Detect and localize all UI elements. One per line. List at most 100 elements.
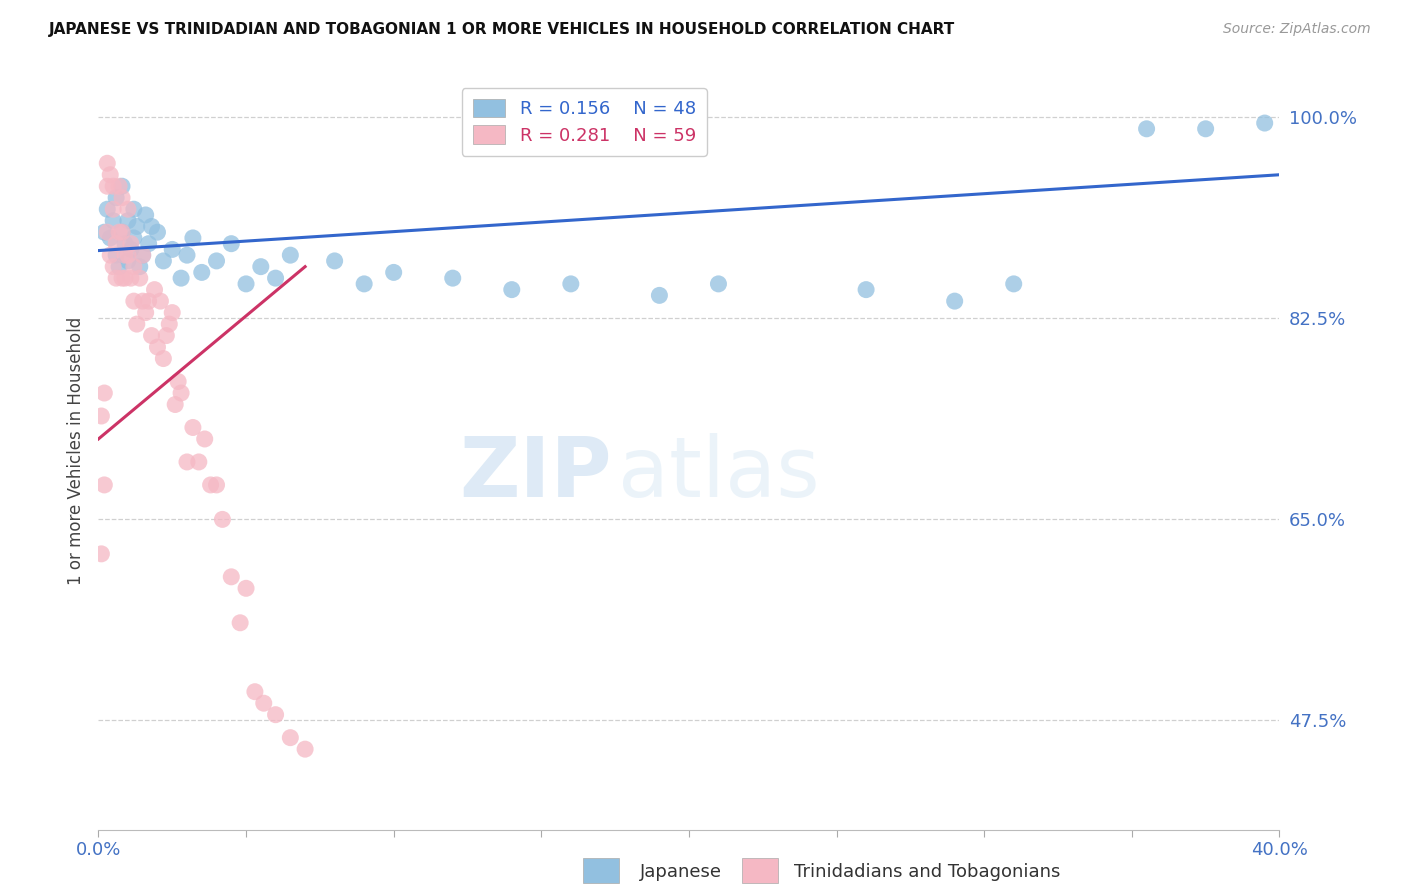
Point bbox=[221, 570, 243, 584]
Text: Trinidadians and Tobagonians: Trinidadians and Tobagonians bbox=[794, 863, 1060, 881]
Point bbox=[96, 156, 118, 170]
Point bbox=[149, 294, 172, 309]
Point bbox=[111, 179, 134, 194]
Point bbox=[122, 202, 145, 217]
Point bbox=[103, 202, 125, 217]
Point bbox=[111, 225, 134, 239]
Text: atlas: atlas bbox=[619, 433, 820, 514]
Point bbox=[108, 179, 131, 194]
Text: Source: ZipAtlas.com: Source: ZipAtlas.com bbox=[1223, 22, 1371, 37]
Legend: R = 0.156    N = 48, R = 0.281    N = 59: R = 0.156 N = 48, R = 0.281 N = 59 bbox=[461, 88, 707, 155]
Point bbox=[353, 277, 375, 291]
Point bbox=[132, 294, 155, 309]
Point bbox=[441, 271, 464, 285]
Point bbox=[117, 254, 139, 268]
Point bbox=[280, 731, 302, 745]
Point bbox=[105, 248, 128, 262]
Point bbox=[108, 225, 131, 239]
Point bbox=[211, 512, 233, 526]
Point bbox=[117, 248, 139, 262]
Point bbox=[146, 225, 169, 239]
Point bbox=[235, 582, 257, 596]
Point bbox=[648, 288, 671, 302]
Point bbox=[128, 271, 150, 285]
Point bbox=[120, 271, 142, 285]
Point bbox=[205, 254, 228, 268]
Point bbox=[194, 432, 217, 446]
Point bbox=[122, 231, 145, 245]
Point bbox=[120, 236, 142, 251]
Point bbox=[90, 409, 112, 423]
Point bbox=[229, 615, 252, 630]
Point bbox=[176, 455, 198, 469]
Point bbox=[93, 386, 115, 401]
Point bbox=[191, 265, 214, 279]
Point bbox=[152, 351, 174, 366]
Point bbox=[264, 271, 287, 285]
Point bbox=[103, 213, 125, 227]
Point bbox=[114, 271, 136, 285]
Point bbox=[141, 328, 163, 343]
Point bbox=[120, 243, 142, 257]
Point bbox=[162, 243, 183, 257]
Point bbox=[98, 248, 121, 262]
Point bbox=[103, 260, 125, 274]
Point bbox=[264, 707, 287, 722]
Point bbox=[280, 248, 302, 262]
Point bbox=[943, 294, 966, 309]
Point bbox=[96, 225, 118, 239]
Point bbox=[162, 305, 183, 319]
Point bbox=[114, 248, 136, 262]
Point bbox=[103, 179, 125, 194]
Text: Japanese: Japanese bbox=[640, 863, 721, 881]
Point bbox=[132, 248, 155, 262]
Point bbox=[323, 254, 346, 268]
Point bbox=[128, 260, 150, 274]
Point bbox=[1195, 121, 1218, 136]
Point bbox=[250, 260, 273, 274]
Point bbox=[167, 375, 190, 389]
Point bbox=[855, 283, 877, 297]
Point bbox=[176, 248, 198, 262]
Point bbox=[98, 168, 121, 182]
Point bbox=[235, 277, 257, 291]
Point bbox=[560, 277, 582, 291]
Point bbox=[108, 260, 131, 274]
Point bbox=[93, 225, 115, 239]
Point bbox=[243, 684, 266, 698]
Point bbox=[707, 277, 730, 291]
Point bbox=[157, 317, 180, 331]
Point bbox=[132, 248, 155, 262]
Point bbox=[105, 236, 128, 251]
Point bbox=[117, 202, 139, 217]
Point bbox=[152, 254, 174, 268]
Point bbox=[187, 455, 209, 469]
Point bbox=[382, 265, 405, 279]
Point bbox=[501, 283, 523, 297]
Point bbox=[96, 179, 118, 194]
Text: JAPANESE VS TRINIDADIAN AND TOBAGONIAN 1 OR MORE VEHICLES IN HOUSEHOLD CORRELATI: JAPANESE VS TRINIDADIAN AND TOBAGONIAN 1… bbox=[49, 22, 956, 37]
Point bbox=[122, 260, 145, 274]
Y-axis label: 1 or more Vehicles in Household: 1 or more Vehicles in Household bbox=[66, 317, 84, 584]
Point bbox=[155, 328, 177, 343]
Point bbox=[135, 305, 157, 319]
Point bbox=[114, 236, 136, 251]
Point bbox=[96, 202, 118, 217]
Point bbox=[221, 236, 243, 251]
Point bbox=[1254, 116, 1277, 130]
Point bbox=[98, 231, 121, 245]
Point bbox=[200, 478, 222, 492]
Point bbox=[253, 696, 276, 710]
Point bbox=[181, 420, 204, 434]
Point bbox=[117, 213, 139, 227]
Point bbox=[93, 478, 115, 492]
Point bbox=[90, 547, 112, 561]
Point bbox=[143, 283, 166, 297]
Point bbox=[111, 191, 134, 205]
Point bbox=[138, 294, 160, 309]
Point bbox=[141, 219, 163, 234]
Point bbox=[205, 478, 228, 492]
Point bbox=[1002, 277, 1025, 291]
Point bbox=[181, 231, 204, 245]
Text: ZIP: ZIP bbox=[460, 433, 612, 514]
